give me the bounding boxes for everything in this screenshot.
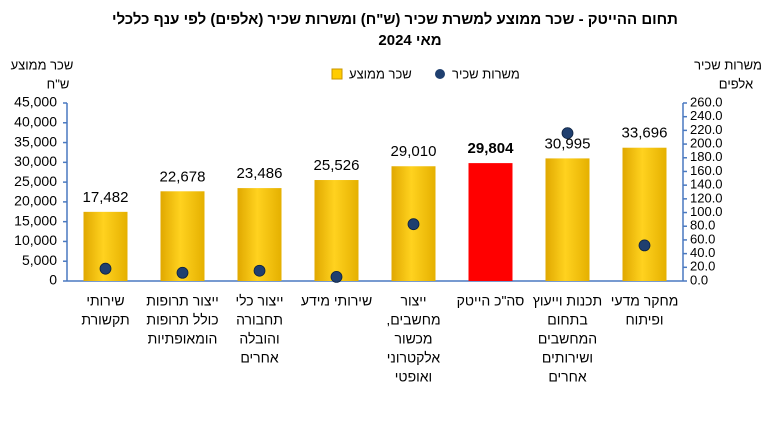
y2-tick-label: 240.0 — [690, 108, 723, 123]
x-tick-label: מחשבים, — [386, 312, 440, 328]
x-tick-label: המחשבים — [538, 331, 597, 347]
y-tick-label: 40,000 — [14, 113, 57, 129]
y-tick-label: 20,000 — [14, 193, 57, 209]
data-label: 22,678 — [160, 168, 206, 185]
y-axis-label: שכר ממוצע — [11, 57, 74, 72]
y-tick-label: 35,000 — [14, 133, 57, 149]
legend-marker — [331, 68, 343, 80]
bar — [160, 191, 205, 281]
y2-tick-label: 200.0 — [690, 136, 723, 151]
y-tick-label: 5,000 — [22, 252, 57, 268]
data-label: 25,526 — [314, 157, 360, 174]
x-tick-label: ייצור — [400, 293, 426, 309]
y2-tick-label: 120.0 — [690, 190, 723, 205]
x-tick-label: בתחום — [547, 312, 587, 328]
bar — [314, 180, 359, 281]
y2-tick-label: 140.0 — [690, 177, 723, 192]
y2-tick-label: 160.0 — [690, 163, 723, 178]
point — [99, 262, 112, 275]
y2-tick-label: 20.0 — [690, 259, 715, 274]
y2-tick-label: 40.0 — [690, 245, 715, 260]
x-tick-label: והובלה — [239, 331, 279, 347]
x-tick-label: הומאופתיות — [148, 331, 218, 347]
y-tick-label: 0 — [49, 272, 57, 288]
y-tick-label: 25,000 — [14, 173, 57, 189]
data-label: 23,486 — [237, 165, 283, 182]
data-label: 29,010 — [391, 143, 437, 160]
x-tick-label: אלקטרוני — [387, 350, 441, 366]
x-tick-label: ואופטי — [395, 369, 432, 385]
point — [407, 218, 420, 231]
y2-tick-label: 60.0 — [690, 231, 715, 246]
x-tick-label: ייצור כלי — [235, 293, 283, 309]
data-label: 33,696 — [622, 125, 668, 142]
y-axis-label: ש"ח — [47, 76, 70, 91]
point — [176, 266, 189, 279]
bar — [622, 147, 667, 281]
x-tick-label: ייצור תרופות — [146, 293, 219, 309]
y2-tick-label: 220.0 — [690, 122, 723, 137]
y2-axis-label: משרות שכיר — [694, 57, 762, 72]
point — [253, 264, 266, 277]
y2-tick-label: 260.0 — [690, 94, 723, 109]
x-tick-label: שירותי מידע — [301, 293, 372, 309]
x-tick-label: אחרים — [240, 350, 279, 366]
x-tick-label: מכשור — [394, 331, 432, 347]
point — [330, 270, 343, 283]
x-tick-label: תכנות וייעוץ — [533, 293, 602, 309]
x-tick-label: ופיתוח — [625, 312, 663, 328]
legend-marker — [435, 69, 445, 79]
legend-label: משרות שכיר — [452, 66, 520, 81]
point — [561, 127, 574, 140]
y-tick-label: 15,000 — [14, 212, 57, 228]
x-tick-label: מחקר מדעי — [611, 293, 679, 309]
y2-tick-label: 100.0 — [690, 204, 723, 219]
y2-tick-label: 80.0 — [690, 218, 715, 233]
x-tick-label: ושירותים — [542, 350, 593, 366]
y2-tick-label: 0.0 — [690, 272, 708, 287]
bar — [545, 158, 590, 281]
x-tick-label: תחבורה — [236, 312, 283, 328]
legend-label: שכר ממוצע — [349, 66, 412, 81]
y2-tick-label: 180.0 — [690, 149, 723, 164]
data-label: 29,804 — [468, 140, 515, 157]
x-tick-label: כולל תרופות — [146, 312, 218, 328]
y2-axis-label: אלפים — [719, 76, 753, 91]
x-tick-label: אחרים — [548, 369, 587, 385]
data-label: 30,995 — [545, 135, 591, 152]
x-tick-label: סה"כ הייטק — [457, 293, 525, 309]
x-tick-label: תקשורת — [81, 312, 129, 328]
chart-subtitle: מאי 2024 — [378, 32, 441, 49]
y-tick-label: 10,000 — [14, 232, 57, 248]
x-tick-label: שירותי — [86, 293, 124, 309]
chart-title: תחום ההייטק - שכר ממוצע למשרת שכיר (ש"ח)… — [112, 11, 678, 28]
bar — [468, 163, 513, 281]
data-label: 17,482 — [83, 189, 129, 206]
y-tick-label: 30,000 — [14, 153, 57, 169]
y-tick-label: 45,000 — [14, 94, 57, 110]
point — [638, 239, 651, 252]
